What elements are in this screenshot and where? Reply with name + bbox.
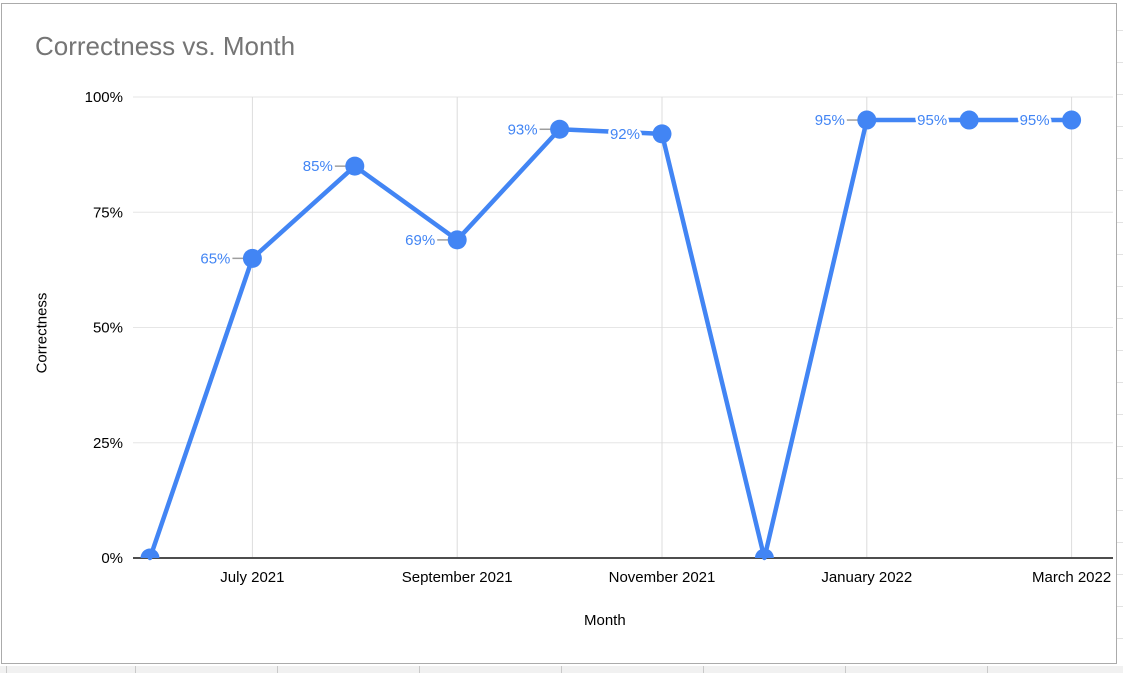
- chart-card[interactable]: [1, 3, 1117, 664]
- spreadsheet-row-gridlines: [1117, 0, 1123, 673]
- chart-title: Correctness vs. Month: [35, 31, 296, 61]
- y-axis-title: Correctness: [33, 292, 51, 374]
- x-axis-title: Month: [584, 612, 626, 629]
- spreadsheet-column-gridlines: [0, 665, 1123, 673]
